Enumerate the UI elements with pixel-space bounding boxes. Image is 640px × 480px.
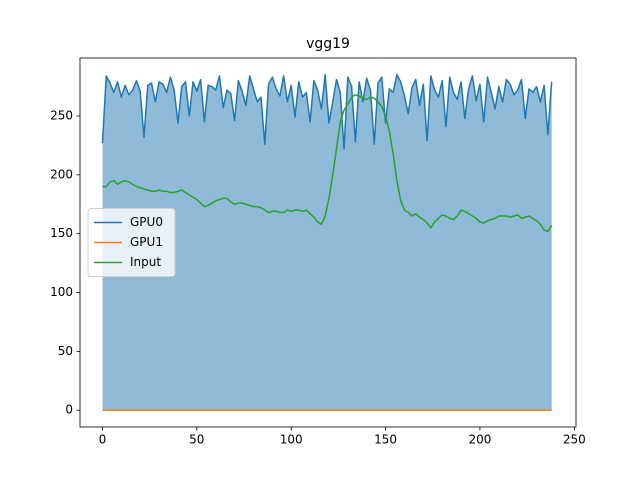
legend-label: GPU0 — [130, 215, 163, 229]
x-tick-label: 100 — [280, 433, 303, 447]
legend-label: Input — [130, 255, 161, 269]
y-tick-label: 100 — [50, 285, 73, 299]
x-tick-label: 200 — [468, 433, 491, 447]
legend-box — [87, 208, 176, 277]
y-tick-label: 200 — [50, 167, 73, 181]
chart-title: vgg19 — [306, 36, 350, 52]
y-tick-label: 250 — [50, 108, 73, 122]
legend: GPU0 GPU1 Input — [87, 208, 176, 277]
line — [102, 94, 553, 233]
x-tick-label: 0 — [99, 433, 107, 447]
y-tick-label: 150 — [50, 226, 73, 240]
line — [101, 74, 553, 150]
axes-frame — [79, 57, 577, 428]
x-tick-label: 150 — [374, 433, 397, 447]
x-tick-label: 250 — [563, 433, 586, 447]
x-tick-label: 50 — [189, 433, 204, 447]
y-tick-label: 50 — [58, 344, 73, 358]
y-tick-label: 0 — [65, 403, 73, 417]
legend-label: GPU1 — [130, 235, 163, 249]
area — [102, 74, 552, 411]
